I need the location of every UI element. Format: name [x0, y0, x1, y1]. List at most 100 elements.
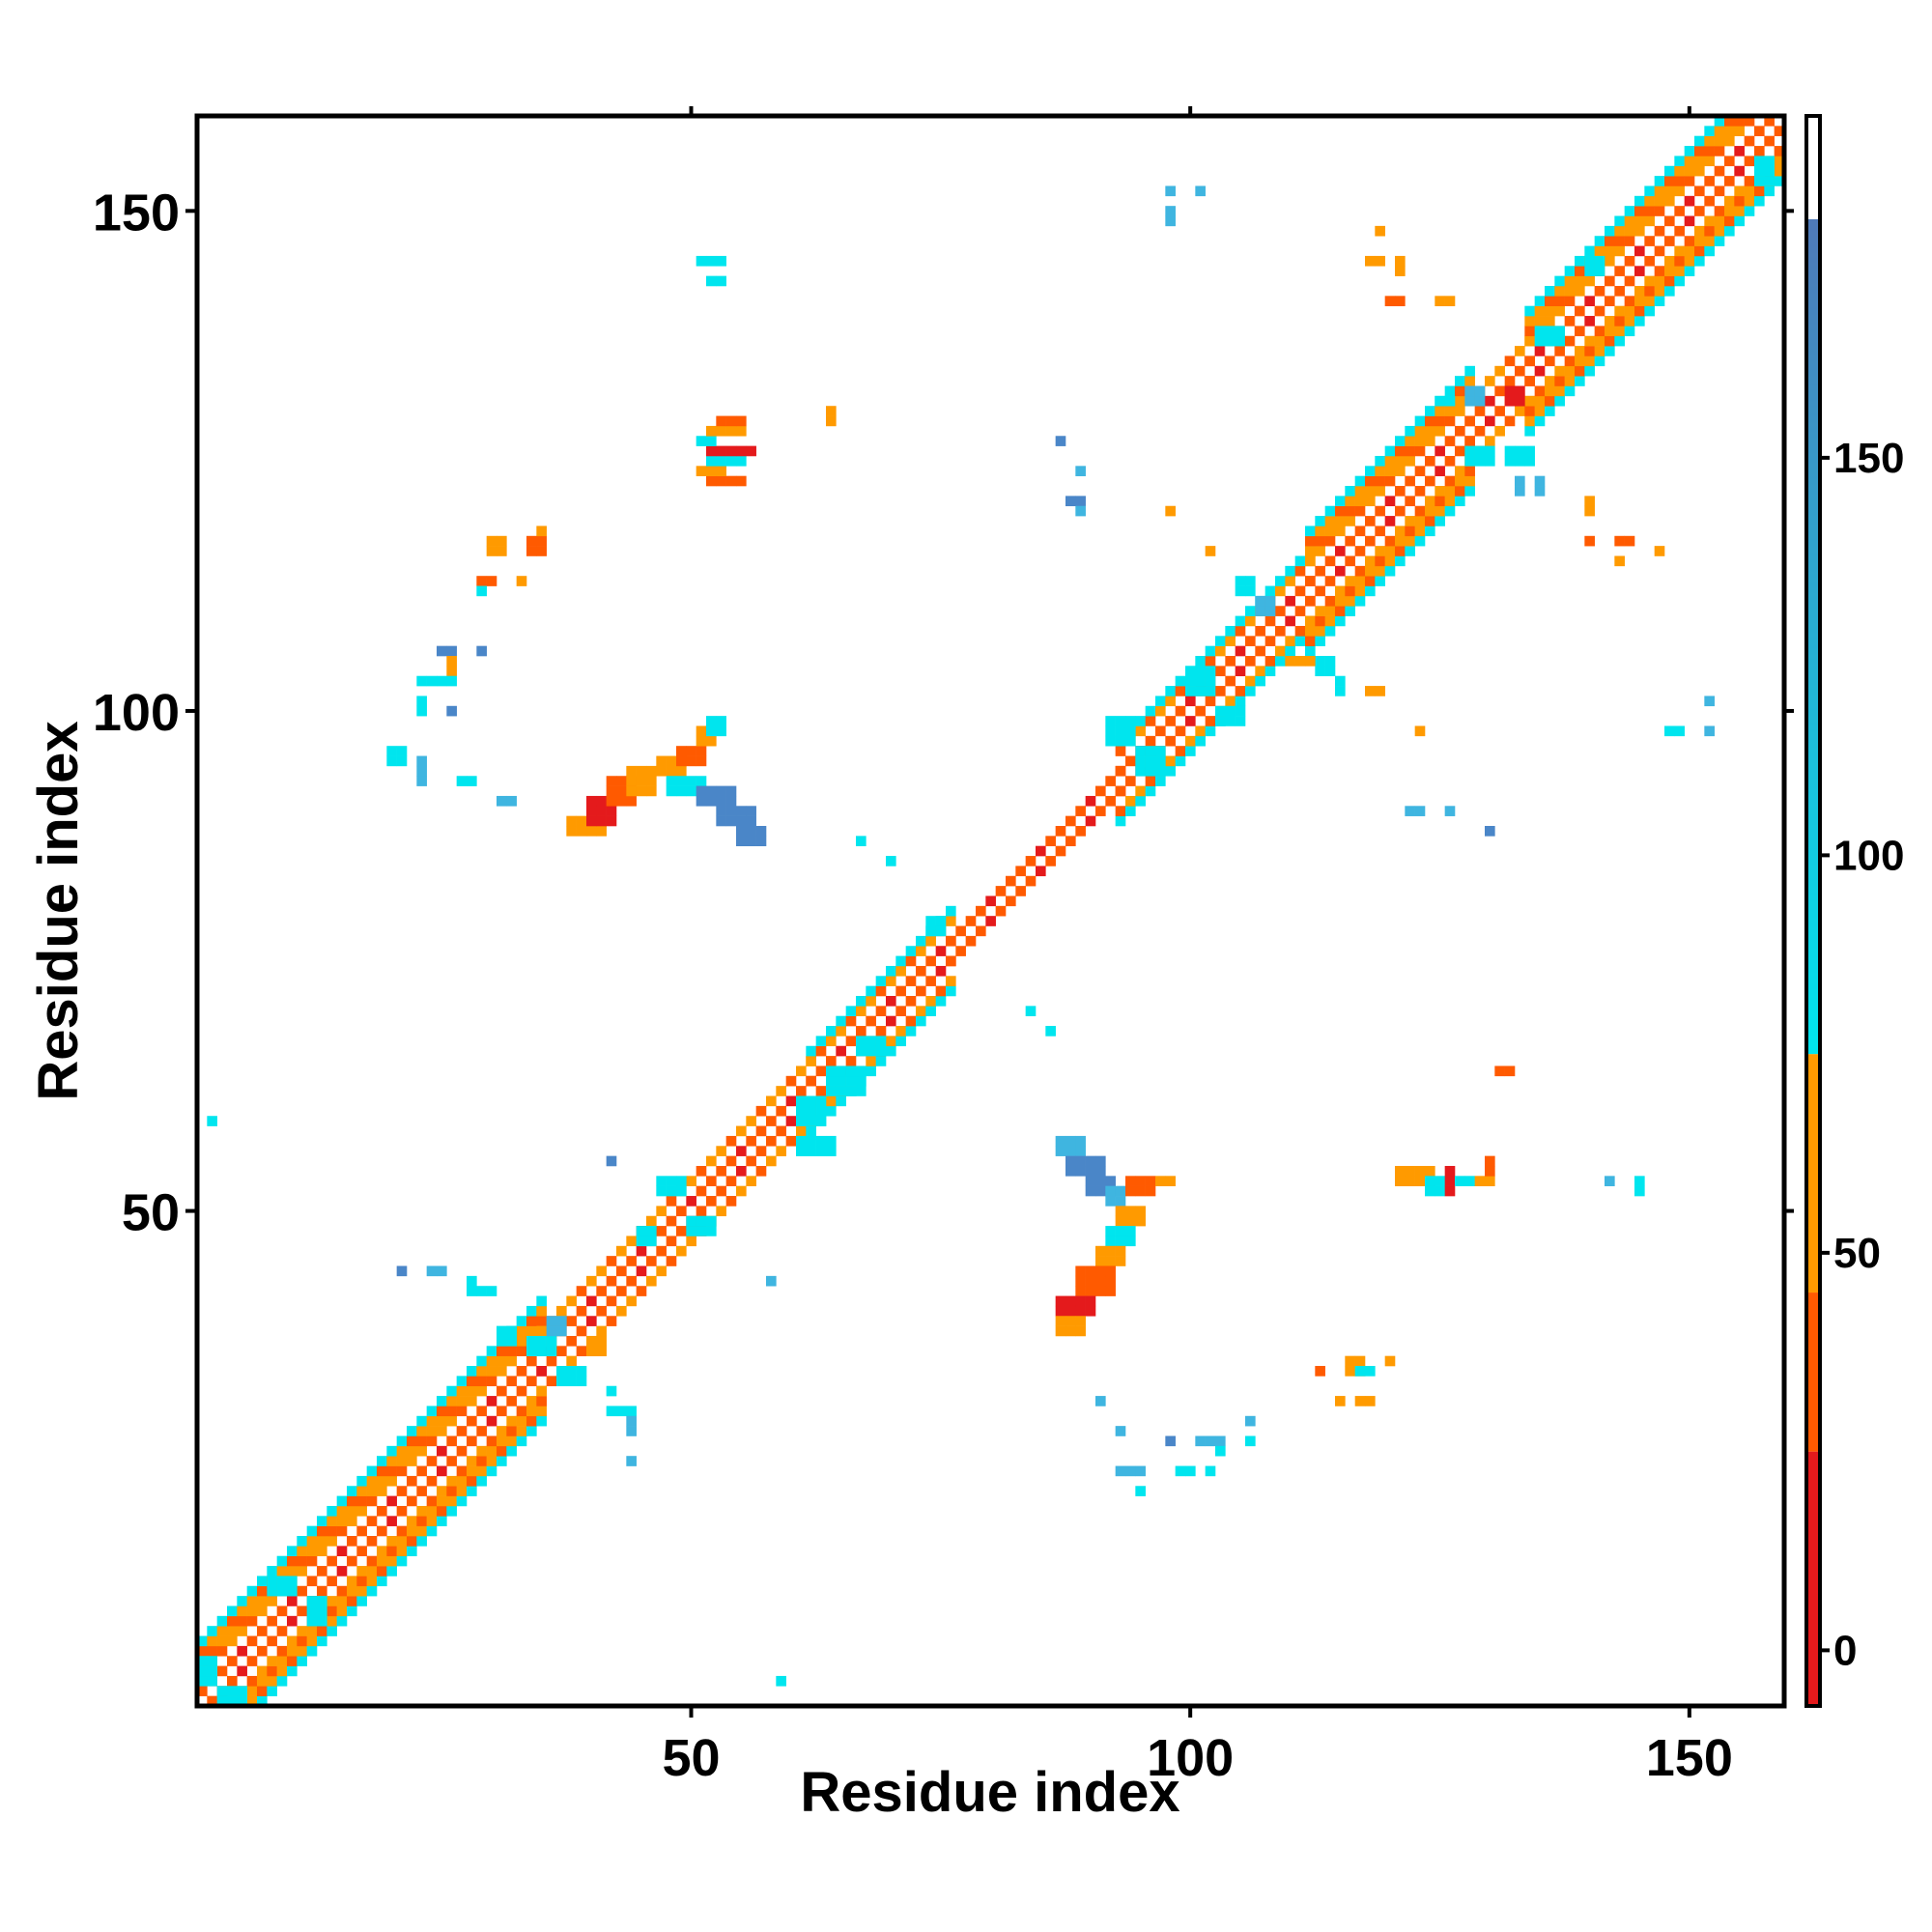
- diagonal-cell: [536, 1325, 547, 1337]
- diagonal-cell: [1494, 425, 1505, 437]
- diagonal-cell: [297, 1566, 307, 1577]
- contact-cell: [1215, 705, 1226, 717]
- diagonal-cell: [1315, 526, 1325, 537]
- contact-cell: [1464, 395, 1475, 407]
- diagonal-cell: [246, 1585, 258, 1597]
- contact-cell: [1125, 1215, 1136, 1227]
- diagonal-cell: [1384, 466, 1396, 476]
- diagonal-cell: [1375, 505, 1385, 517]
- diagonal-cell: [396, 1456, 408, 1466]
- contact-cell: [716, 466, 726, 476]
- diagonal-cell: [347, 1555, 357, 1567]
- diagonal-cell: [1315, 615, 1325, 627]
- diagonal-cell: [1644, 296, 1655, 306]
- diagonal-cell: [1455, 385, 1465, 397]
- contact-cell: [227, 1686, 238, 1696]
- diagonal-cell: [1704, 215, 1715, 227]
- contact-cell: [746, 836, 756, 847]
- diagonal-cell: [437, 1495, 447, 1507]
- diagonal-cell: [1215, 686, 1226, 696]
- diagonal-cell: [1534, 406, 1546, 416]
- contact-cell: [1195, 1435, 1206, 1447]
- contact-cell: [1414, 1176, 1426, 1186]
- diagonal-cell: [327, 1576, 337, 1587]
- diagonal-cell: [1305, 576, 1316, 586]
- contact-cell: [1095, 1265, 1106, 1277]
- contact-cell: [1605, 1176, 1615, 1186]
- diagonal-cell: [1554, 275, 1565, 287]
- contact-cell: [1584, 535, 1595, 547]
- diagonal-cell: [317, 1626, 327, 1636]
- diagonal-cell: [276, 1675, 288, 1687]
- diagonal-cell: [1315, 535, 1325, 547]
- contact-cell: [1115, 1226, 1126, 1236]
- contact-cell: [506, 1325, 517, 1337]
- diagonal-cell: [1235, 615, 1246, 627]
- contact-cell: [856, 1036, 867, 1047]
- diagonal-cell: [586, 1275, 597, 1287]
- diagonal-cell: [306, 1576, 318, 1587]
- diagonal-cell: [886, 965, 896, 977]
- contact-cell: [736, 415, 747, 427]
- contact-cell: [606, 815, 617, 827]
- contact-cell: [1155, 746, 1166, 756]
- diagonal-cell: [1515, 365, 1525, 377]
- diagonal-cell: [497, 1406, 507, 1417]
- diagonal-cell: [1275, 606, 1286, 616]
- contact-cell: [736, 445, 747, 457]
- contact-cell: [276, 1576, 288, 1587]
- diagonal-cell: [925, 955, 936, 967]
- diagonal-cell: [1494, 406, 1505, 416]
- contact-cell: [306, 1605, 318, 1617]
- diagonal-cell: [456, 1486, 468, 1496]
- diagonal-cell: [1515, 346, 1525, 356]
- diagonal-cell: [1365, 466, 1376, 476]
- contact-cell: [676, 1185, 687, 1197]
- contact-cell: [1594, 266, 1605, 276]
- diagonal-cell: [536, 1406, 547, 1417]
- diagonal-cell: [197, 1635, 208, 1647]
- diagonal-cell: [456, 1376, 468, 1387]
- diagonal-cell: [1455, 496, 1465, 507]
- diagonal-cell: [1294, 636, 1306, 646]
- diagonal-cell: [356, 1596, 367, 1606]
- contact-cell: [1444, 296, 1456, 306]
- contact-cell: [716, 795, 726, 807]
- diagonal-cell: [806, 1045, 816, 1057]
- diagonal-cell: [396, 1505, 408, 1517]
- diagonal-cell: [287, 1596, 298, 1606]
- contact-cell: [875, 1036, 887, 1047]
- diagonal-cell: [905, 995, 917, 1007]
- diagonal-cell: [497, 1445, 507, 1457]
- diagonal-cell: [1425, 516, 1435, 526]
- diagonal-cell: [1384, 455, 1396, 467]
- contact-cell: [796, 1116, 807, 1126]
- diagonal-cell: [806, 1125, 816, 1137]
- contact-cell: [1405, 1176, 1415, 1186]
- diagonal-cell: [1634, 215, 1645, 227]
- diagonal-cell: [216, 1615, 228, 1627]
- contact-cell: [1125, 1226, 1136, 1236]
- contact-cell: [696, 255, 707, 267]
- contact-cell: [1485, 445, 1495, 457]
- diagonal-cell: [327, 1605, 337, 1617]
- diagonal-cell: [1365, 585, 1376, 597]
- diagonal-cell: [476, 1355, 487, 1367]
- contact-cell: [856, 836, 867, 847]
- diagonal-cell: [1354, 595, 1366, 607]
- diagonal-cell: [486, 1465, 497, 1477]
- contact-cell: [746, 815, 756, 827]
- diagonal-cell: [426, 1475, 438, 1487]
- contact-cell: [646, 785, 657, 797]
- diagonal-cell: [1085, 815, 1096, 827]
- diagonal-cell: [1734, 126, 1745, 136]
- diagonal-cell: [1654, 296, 1665, 306]
- diagonal-cell: [516, 1435, 527, 1447]
- contact-cell: [1485, 455, 1495, 467]
- contact-cell: [1335, 1396, 1346, 1406]
- diagonal-cell: [1575, 275, 1585, 287]
- contact-cell: [386, 746, 397, 756]
- diagonal-cell: [1185, 735, 1196, 747]
- diagonal-cell: [1714, 146, 1725, 156]
- contact-cell: [1115, 1236, 1126, 1247]
